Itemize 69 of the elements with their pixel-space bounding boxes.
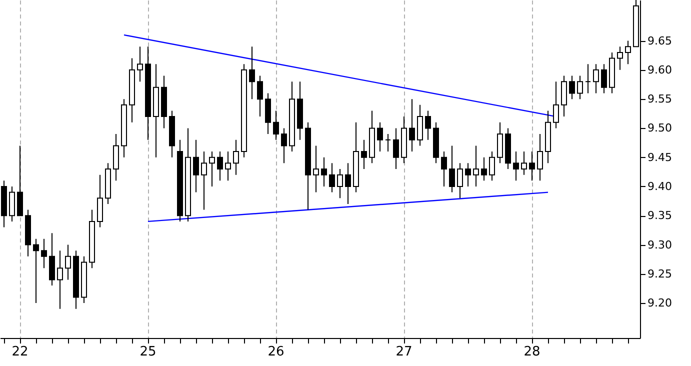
candlestick (385, 134, 391, 152)
candlestick (513, 151, 519, 182)
candlestick (585, 64, 591, 94)
y-tick-label: 9.35 (648, 209, 672, 222)
candlestick (41, 238, 47, 269)
candlestick (601, 64, 607, 94)
candlestick (449, 145, 455, 193)
candlestick (457, 162, 463, 199)
y-tick-label: 9.25 (648, 267, 672, 280)
y-tick-label: 9.30 (648, 238, 672, 252)
candlestick (409, 98, 415, 152)
y-tick-label: 9.65 (648, 34, 672, 48)
candlestick (57, 250, 63, 310)
candlestick (521, 151, 527, 176)
candlestick (361, 139, 367, 170)
x-tick-label: 28 (524, 344, 540, 360)
candlestick (417, 104, 423, 146)
candlestick (337, 168, 343, 199)
candlestick (481, 156, 487, 182)
candlestick (249, 46, 255, 100)
x-tick-label: 22 (12, 344, 28, 360)
candlestick (377, 122, 383, 152)
candlestick (561, 75, 567, 118)
candlestick (473, 145, 479, 187)
x-tick-label: 25 (140, 344, 156, 360)
candlestick (553, 81, 559, 129)
candlestick (537, 134, 543, 182)
candlestick (113, 134, 119, 182)
candlestick (577, 75, 583, 100)
y-tick-label: 9.60 (648, 63, 672, 76)
candlestick (9, 186, 15, 222)
y-tick-label: 9.20 (648, 296, 672, 310)
candlestick (201, 151, 207, 210)
candlestick (617, 46, 623, 70)
candlestick (321, 156, 327, 187)
candlestick (281, 128, 287, 164)
candlestick (465, 162, 471, 187)
candlestick (233, 139, 239, 176)
candlestick (217, 151, 223, 182)
candlestick (425, 110, 431, 140)
y-tick-label: 9.55 (648, 92, 672, 106)
candlestick (265, 92, 271, 135)
candlestick (593, 64, 599, 94)
y-tick-label: 9.45 (648, 150, 672, 164)
candlestick (329, 162, 335, 193)
candlestick (17, 145, 23, 216)
candlestick (497, 122, 503, 164)
candlestick (193, 139, 199, 193)
x-tick-label: 27 (396, 344, 412, 360)
candlestick (273, 110, 279, 140)
candlestick (625, 40, 631, 65)
candlestick (137, 46, 143, 82)
candlestick (441, 151, 447, 187)
candlestick (33, 238, 39, 304)
candlestick (225, 151, 231, 182)
candlestick (97, 174, 103, 228)
candlestick (209, 151, 215, 187)
candlestick (345, 162, 351, 204)
candlestick (257, 75, 263, 118)
candlestick (313, 145, 319, 193)
candlestick (393, 128, 399, 170)
candlestick (489, 151, 495, 182)
candlestick (529, 151, 535, 182)
y-tick-label: 9.40 (648, 180, 672, 193)
candlestick (569, 75, 575, 100)
y-tick-label: 9.50 (648, 122, 672, 135)
x-tick-label: 26 (268, 344, 284, 360)
candlestick (49, 232, 55, 286)
candlestick (65, 244, 71, 280)
